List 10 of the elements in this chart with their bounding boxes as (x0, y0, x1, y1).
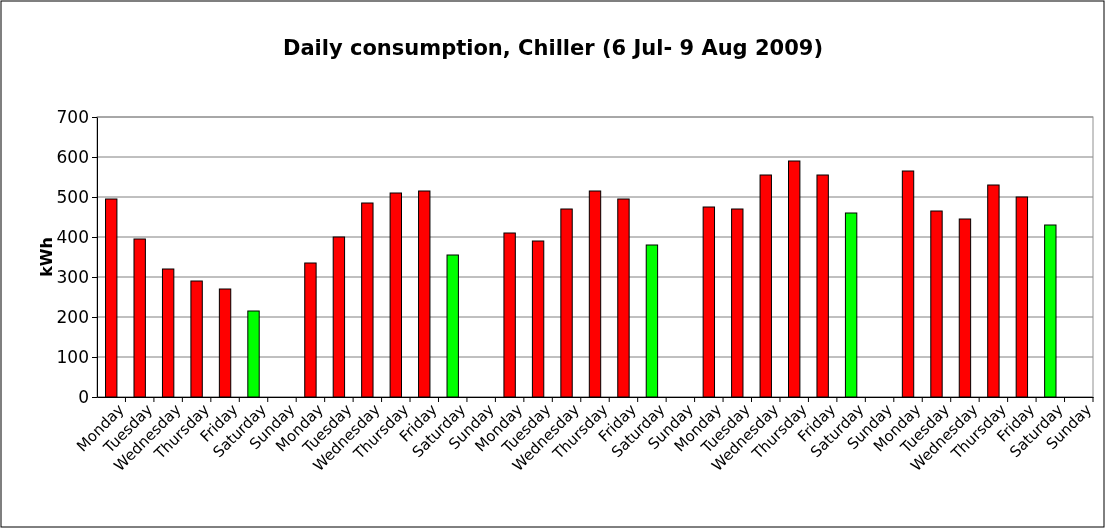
chart-title: Daily consumption, Chiller (6 Jul- 9 Aug 2009) (283, 36, 823, 60)
y-tick-label: 200 (56, 306, 89, 327)
y-tick-label: 0 (78, 386, 89, 407)
y-tick-label: 400 (56, 226, 89, 247)
y-axis-title: kWh (37, 237, 56, 277)
y-tick-label: 300 (56, 266, 89, 287)
y-tick-label: 700 (56, 106, 89, 127)
y-tick-label: 600 (56, 146, 89, 167)
y-tick-label: 100 (56, 346, 89, 367)
y-tick-label: 500 (56, 186, 89, 207)
